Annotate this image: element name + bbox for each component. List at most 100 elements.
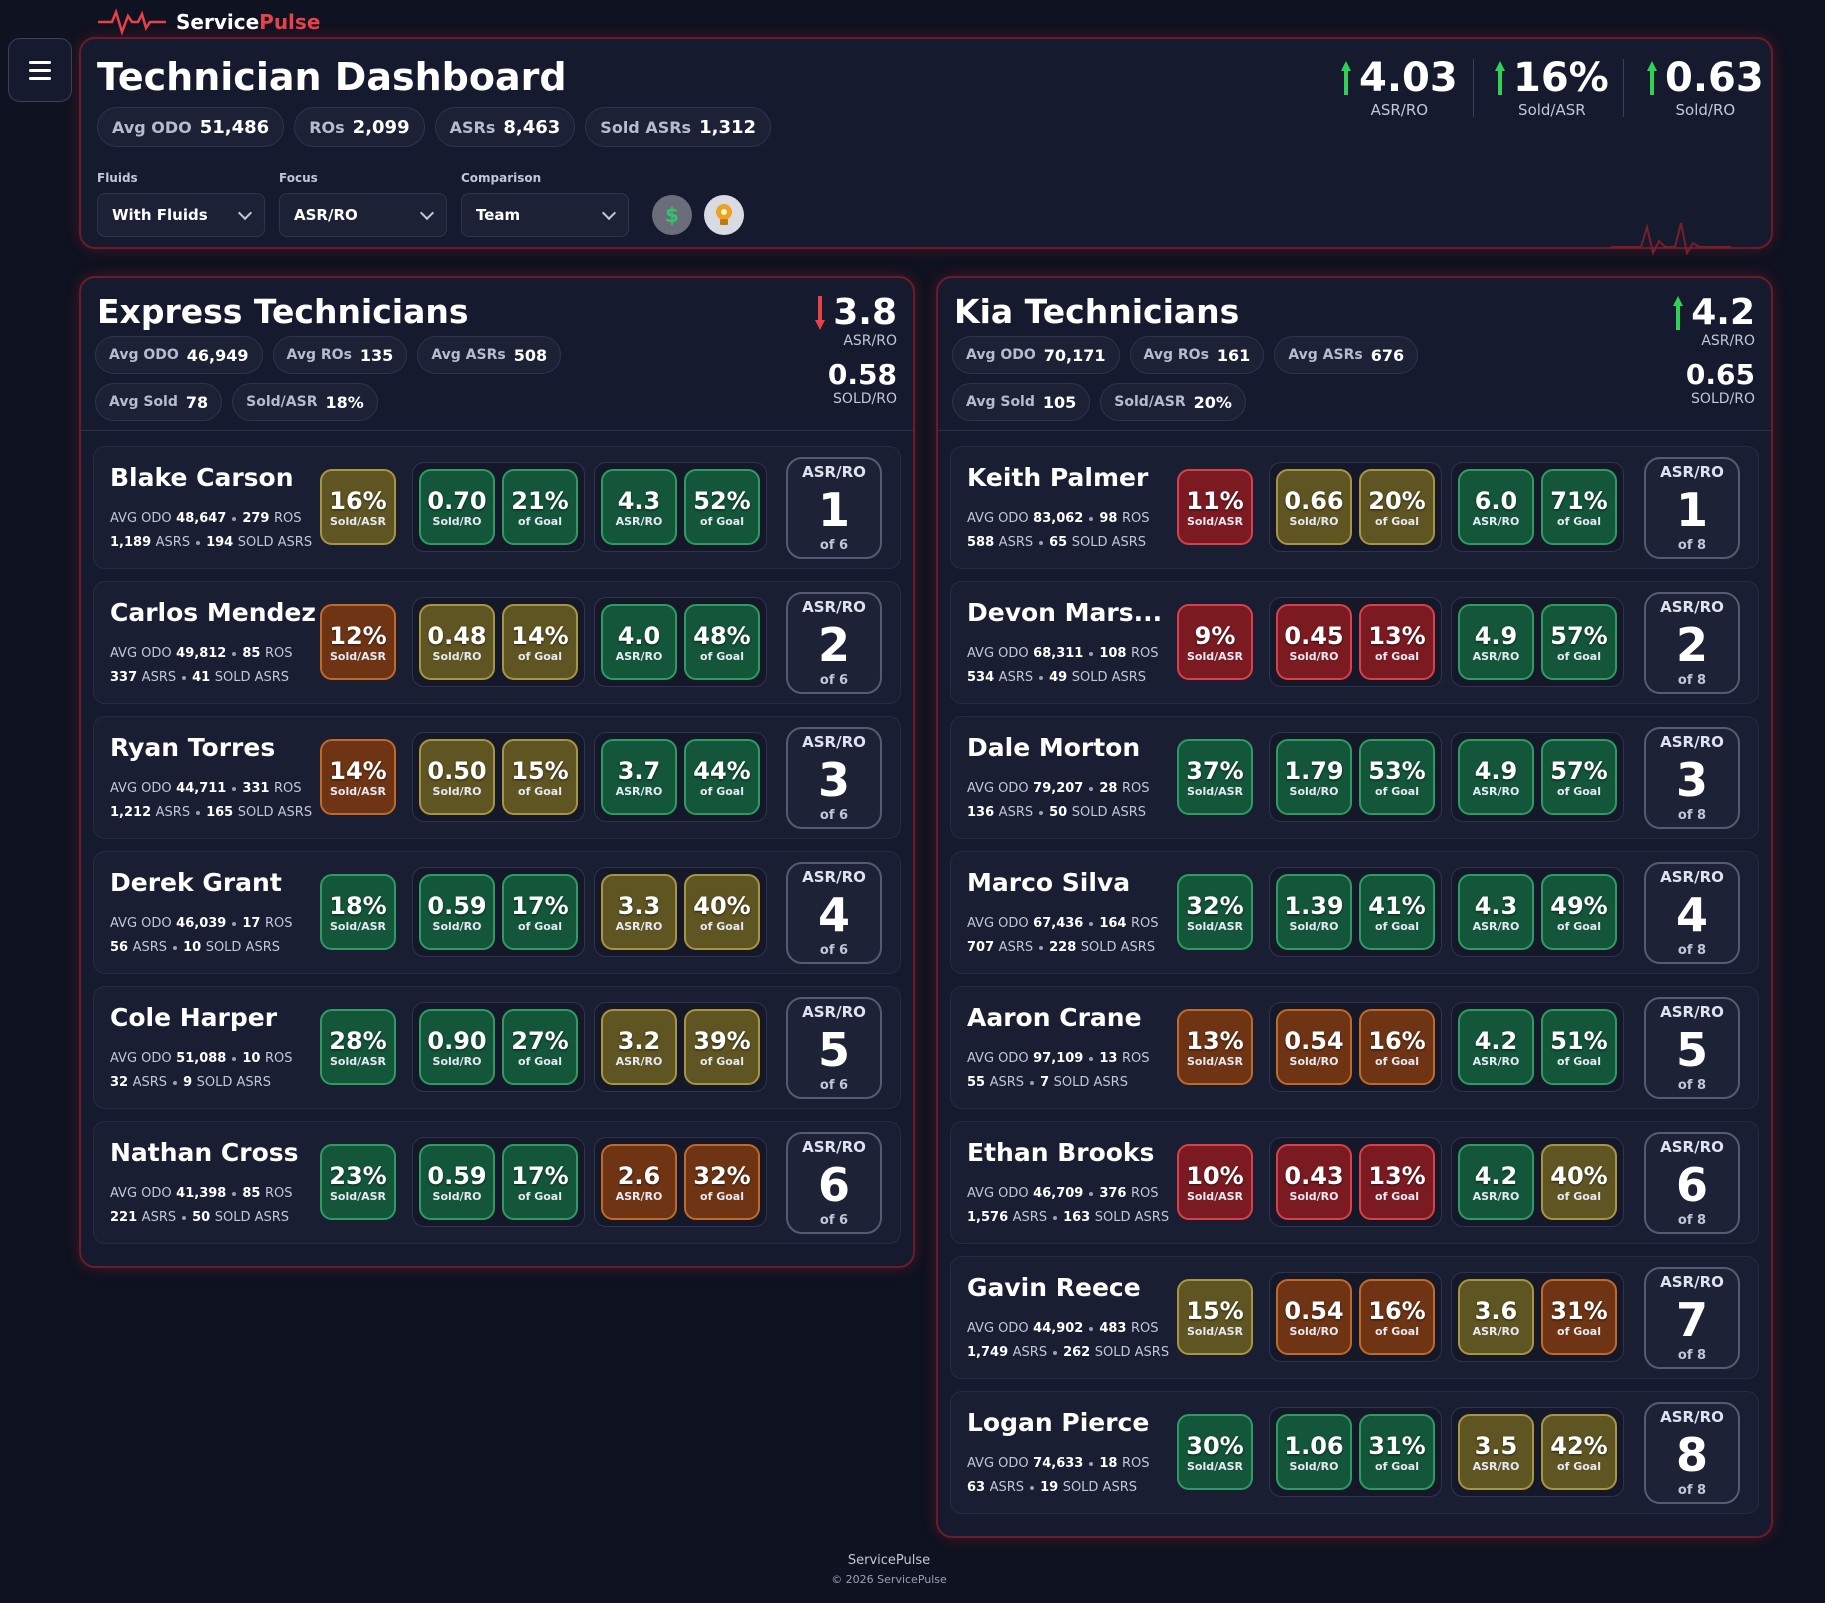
focus-select[interactable]: ASR/RO	[279, 193, 447, 237]
sold-ro-tile: 0.48 Sold/RO	[419, 604, 495, 680]
team-sold-ro: 0.65 SOLD/RO	[1685, 358, 1755, 407]
asr-ro-tile: 4.2 ASR/RO	[1458, 1144, 1534, 1220]
sold-ro-goal-tile: 17% of Goal	[502, 874, 578, 950]
technician-odo-ros: AVG ODO 49,812 85 ROS	[110, 646, 293, 661]
rank-badge: ASR/RO 5 of 6	[786, 997, 882, 1099]
team-stat: Avg Sold 78	[95, 383, 223, 421]
team-stat: Avg Sold 105	[952, 383, 1091, 421]
team-title: Kia Technicians	[954, 292, 1240, 331]
rank-badge: ASR/RO 5 of 8	[1644, 997, 1740, 1099]
technician-row[interactable]: Cole Harper AVG ODO 51,088 10 ROS 32 ASRS…	[93, 986, 901, 1109]
technician-row[interactable]: Dale Morton AVG ODO 79,207 28 ROS 136 ASR…	[950, 716, 1759, 839]
technician-name: Derek Grant	[110, 868, 282, 897]
technician-row[interactable]: Aaron Crane AVG ODO 97,109 13 ROS 55 ASRS…	[950, 986, 1759, 1109]
rank-badge: ASR/RO 3 of 6	[786, 727, 882, 829]
technician-row[interactable]: Derek Grant AVG ODO 46,039 17 ROS 56 ASRS…	[93, 851, 901, 974]
kpi-sold-asr: 16% Sold/ASR	[1495, 55, 1609, 119]
kpi-asr-ro: 4.03 ASR/RO	[1341, 55, 1458, 119]
stat-avg-odo: Avg ODO 51,486	[97, 107, 285, 147]
asr-ro-tile: 2.6 ASR/RO	[601, 1144, 677, 1220]
sold-asr-group: 10% Sold/ASR	[1177, 1137, 1253, 1227]
brand-logo[interactable]: ServicePulse	[98, 8, 320, 36]
kia-technicians-panel: Kia Technicians 4.2 ASR/RO 0.65 SOLD/RO …	[936, 276, 1773, 1538]
header-stats: Avg ODO 51,486 ROs 2,099 ASRs 8,463 Sold AS…	[97, 107, 772, 147]
asr-ro-tile: 3.6 ASR/RO	[1458, 1279, 1534, 1355]
asr-ro-tile: 4.9 ASR/RO	[1458, 604, 1534, 680]
menu-button[interactable]	[8, 38, 72, 102]
technician-asrs: 63 ASRS 19 SOLD ASRS	[967, 1480, 1137, 1495]
divider	[938, 430, 1771, 431]
technician-row[interactable]: Keith Palmer AVG ODO 83,062 98 ROS 588 AS…	[950, 446, 1759, 569]
sold-asr-group: 12% Sold/ASR	[320, 597, 396, 687]
asr-ro-goal-tile: 48% of Goal	[684, 604, 760, 680]
team-stat: Avg ASRs 508	[417, 336, 562, 374]
sold-ro-tile: 0.90 Sold/RO	[419, 1009, 495, 1085]
trend-down-icon	[815, 295, 826, 330]
asr-ro-goal-tile: 71% of Goal	[1541, 469, 1617, 545]
technician-row[interactable]: Marco Silva AVG ODO 67,436 164 ROS 707 AS…	[950, 851, 1759, 974]
technician-name: Carlos Mendez	[110, 598, 316, 627]
team-stat: Avg ODO 70,171	[952, 336, 1120, 374]
technician-name: Marco Silva	[967, 868, 1131, 897]
trend-up-icon	[1647, 61, 1657, 95]
asr-ro-goal-tile: 44% of Goal	[684, 739, 760, 815]
technician-row[interactable]: Devon Mars... AVG ODO 68,311 108 ROS 534 …	[950, 581, 1759, 704]
technician-row[interactable]: Blake Carson AVG ODO 48,647 279 ROS 1,189…	[93, 446, 901, 569]
asr-ro-group: 3.3 ASR/RO 40% of Goal	[594, 867, 767, 957]
technician-name: Keith Palmer	[967, 463, 1149, 492]
asr-ro-tile: 4.3 ASR/RO	[601, 469, 677, 545]
sold-asr-group: 16% Sold/ASR	[320, 462, 396, 552]
team-asr-ro: 4.2 ASR/RO	[1673, 292, 1755, 349]
technician-row[interactable]: Logan Pierce AVG ODO 74,633 18 ROS 63 ASR…	[950, 1391, 1759, 1514]
asr-ro-tile: 3.3 ASR/RO	[601, 874, 677, 950]
asr-ro-group: 4.0 ASR/RO 48% of Goal	[594, 597, 767, 687]
dollar-button[interactable]: $	[652, 195, 692, 235]
footer-copyright: © 2026 ServicePulse	[831, 1573, 947, 1586]
rank-badge: ASR/RO 8 of 8	[1644, 1402, 1740, 1504]
technician-row[interactable]: Nathan Cross AVG ODO 41,398 85 ROS 221 AS…	[93, 1121, 901, 1244]
asr-ro-group: 3.6 ASR/RO 31% of Goal	[1451, 1272, 1624, 1362]
sold-asr-tile: 37% Sold/ASR	[1177, 739, 1253, 815]
rank-badge: ASR/RO 4 of 6	[786, 862, 882, 964]
sold-ro-goal-tile: 16% of Goal	[1359, 1009, 1435, 1085]
sold-asr-tile: 9% Sold/ASR	[1177, 604, 1253, 680]
technician-name: Ethan Brooks	[967, 1138, 1155, 1167]
technician-asrs: 337 ASRS 41 SOLD ASRS	[110, 670, 290, 685]
team-asr-ro: 3.8 ASR/RO	[815, 292, 897, 349]
pulse-icon	[98, 8, 166, 36]
sold-ro-tile: 0.54 Sold/RO	[1276, 1279, 1352, 1355]
team-stat: Avg ASRs 676	[1274, 336, 1419, 374]
filter-label-comparison: Comparison	[461, 171, 542, 185]
asr-ro-group: 6.0 ASR/RO 71% of Goal	[1451, 462, 1624, 552]
asr-ro-tile: 4.9 ASR/RO	[1458, 739, 1534, 815]
technician-odo-ros: AVG ODO 79,207 28 ROS	[967, 781, 1150, 796]
sold-asr-tile: 28% Sold/ASR	[320, 1009, 396, 1085]
comparison-select[interactable]: Team	[461, 193, 629, 237]
lightbulb-button[interactable]	[704, 195, 744, 235]
sold-ro-tile: 0.54 Sold/RO	[1276, 1009, 1352, 1085]
asr-ro-goal-tile: 42% of Goal	[1541, 1414, 1617, 1490]
technician-name: Dale Morton	[967, 733, 1141, 762]
sold-ro-goal-tile: 31% of Goal	[1359, 1414, 1435, 1490]
technician-row[interactable]: Carlos Mendez AVG ODO 49,812 85 ROS 337 A…	[93, 581, 901, 704]
sold-asr-tile: 14% Sold/ASR	[320, 739, 396, 815]
team-stat: Sold/ASR 20%	[1100, 383, 1246, 421]
sold-asr-tile: 11% Sold/ASR	[1177, 469, 1253, 545]
sold-ro-group: 0.59 Sold/RO 17% of Goal	[412, 1137, 585, 1227]
technician-row[interactable]: Gavin Reece AVG ODO 44,902 483 ROS 1,749 …	[950, 1256, 1759, 1379]
sold-ro-tile: 0.66 Sold/RO	[1276, 469, 1352, 545]
technician-row[interactable]: Ethan Brooks AVG ODO 46,709 376 ROS 1,576…	[950, 1121, 1759, 1244]
rank-badge: ASR/RO 1 of 6	[786, 457, 882, 559]
technician-asrs: 1,189 ASRS 194 SOLD ASRS	[110, 535, 313, 550]
team-stats-row-1: Avg ODO 46,949 Avg ROs 135 Avg ASRs 508	[95, 336, 562, 374]
technician-asrs: 55 ASRS 7 SOLD ASRS	[967, 1075, 1128, 1090]
asr-ro-tile: 3.2 ASR/RO	[601, 1009, 677, 1085]
sold-asr-tile: 13% Sold/ASR	[1177, 1009, 1253, 1085]
technician-asrs: 534 ASRS 49 SOLD ASRS	[967, 670, 1147, 685]
fluids-select[interactable]: With Fluids	[97, 193, 265, 237]
technician-row[interactable]: Ryan Torres AVG ODO 44,711 331 ROS 1,212 …	[93, 716, 901, 839]
pulse-decoration-icon	[1611, 222, 1731, 256]
technician-asrs: 221 ASRS 50 SOLD ASRS	[110, 1210, 290, 1225]
filter-label-focus: Focus	[279, 171, 318, 185]
sold-asr-tile: 23% Sold/ASR	[320, 1144, 396, 1220]
